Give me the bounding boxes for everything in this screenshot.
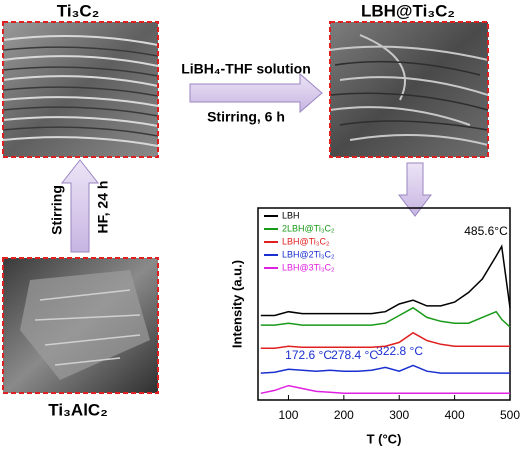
image-label: LBH@Ti₃C₂ — [361, 1, 455, 20]
x-tick-label: 400 — [445, 408, 465, 422]
sem-image — [2, 21, 159, 158]
x-tick-label: 300 — [389, 408, 409, 422]
legend-label: LBH@3Ti₃C₂ — [282, 262, 335, 272]
line-series — [260, 384, 510, 395]
annotation: 485.6°C — [464, 224, 508, 238]
legend-label: LBH@Ti₃C₂ — [282, 236, 330, 246]
arrow-label: Stirring — [49, 185, 65, 235]
line-series — [260, 364, 510, 374]
line-series — [260, 306, 511, 328]
arrow-label: HF, 24 h — [95, 181, 111, 234]
arrow-label: LiBH₄-THF solution — [181, 61, 311, 77]
line-series — [260, 331, 510, 349]
sem-image — [2, 257, 159, 394]
x-tick-label: 500 — [500, 408, 520, 422]
y-axis-label: Intensity (a.u.) — [229, 260, 244, 348]
x-tick-label: 100 — [278, 408, 298, 422]
legend-label: 2LBH@Ti₃C₂ — [282, 223, 335, 233]
x-axis-label: T (°C) — [367, 431, 402, 446]
line-series — [260, 244, 511, 317]
image-label: Ti₃AlC₂ — [48, 400, 108, 419]
annotation: 322.8 °C — [376, 344, 423, 358]
image-label: Ti₃C₂ — [57, 1, 100, 20]
sem-image — [329, 21, 489, 158]
legend-label: LBH@2Ti₃C₂ — [282, 249, 335, 259]
chart: Intensity (a.u.) T (°C) 485.6°C 172.6 °C… — [229, 207, 520, 446]
annotation: 172.6 °C — [285, 348, 332, 362]
arrow — [189, 72, 323, 114]
annotation: 278.4 °C — [331, 348, 378, 362]
arrow-label: Stirring, 6 h — [207, 109, 285, 125]
arrow — [397, 162, 433, 217]
arrow — [60, 159, 100, 253]
legend-label: LBH — [282, 210, 300, 220]
x-tick-label: 200 — [334, 408, 354, 422]
